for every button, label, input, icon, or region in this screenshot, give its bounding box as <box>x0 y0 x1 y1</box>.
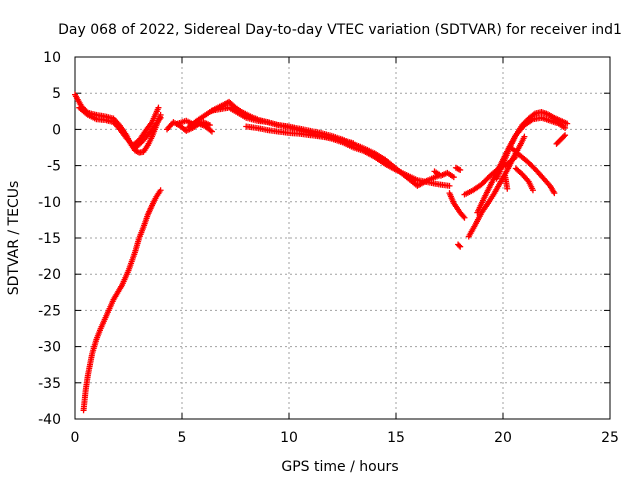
x-tick-label: 10 <box>280 430 298 446</box>
data-point <box>461 214 468 221</box>
y-axis: 10 5 0 -5 -10 -15 -20 -25 -30 -35 -40 <box>38 50 610 428</box>
y-tick-label: -25 <box>38 303 61 319</box>
data-point <box>457 166 464 173</box>
data-point <box>562 124 569 131</box>
y-tick-label: 10 <box>43 50 61 66</box>
data-point <box>350 140 357 147</box>
x-tick-label: 0 <box>71 430 80 446</box>
y-tick-label: -5 <box>47 159 61 175</box>
x-axis: 0 5 10 15 20 25 <box>71 57 619 446</box>
data-point <box>157 187 164 194</box>
y-axis-label: SDTVAR / TECUs <box>6 181 22 296</box>
y-tick-label: 0 <box>52 122 61 138</box>
series-track-u <box>553 132 569 147</box>
data-point <box>457 243 464 250</box>
data-point <box>562 132 569 139</box>
data-point <box>564 120 571 127</box>
data-point <box>446 182 453 189</box>
series-track-r <box>508 145 558 197</box>
data-point <box>207 127 214 134</box>
series-track-i <box>243 123 357 147</box>
data-point <box>560 133 567 140</box>
y-tick-label: 5 <box>52 86 61 102</box>
series-track-q <box>493 114 569 182</box>
x-tick-label: 25 <box>601 430 619 446</box>
data-point <box>521 133 528 140</box>
x-tick-label: 20 <box>494 430 512 446</box>
series-track-l <box>446 190 468 221</box>
chart-title: Day 068 of 2022, Sidereal Day-to-day VTE… <box>58 22 622 38</box>
series-track-j <box>431 168 457 181</box>
data-point <box>206 122 213 129</box>
x-tick-label: 5 <box>178 430 187 446</box>
x-tick-label: 15 <box>387 430 405 446</box>
data-point <box>460 213 467 220</box>
data-point <box>456 242 463 249</box>
y-tick-label: -35 <box>38 376 61 392</box>
series-track-k <box>452 164 464 173</box>
data-point <box>551 190 558 197</box>
x-axis-label: GPS time / hours <box>281 459 398 475</box>
series-track-t <box>502 172 511 192</box>
series-track-s <box>512 165 536 194</box>
y-tick-label: -20 <box>38 267 61 283</box>
series-track-c <box>131 114 164 152</box>
data-points <box>72 91 571 414</box>
data-point <box>155 104 162 111</box>
series-track-m <box>455 241 464 250</box>
data-point <box>208 128 215 135</box>
series-track-o <box>465 133 528 240</box>
data-point <box>450 174 457 181</box>
y-tick-label: -15 <box>38 231 61 247</box>
y-tick-label: -10 <box>38 195 61 211</box>
y-tick-label: -30 <box>38 340 61 356</box>
y-tick-label: -40 <box>38 412 61 428</box>
data-point <box>157 114 164 121</box>
series-track-b <box>76 104 162 149</box>
data-point <box>504 185 511 192</box>
series-track-d <box>80 187 164 414</box>
data-point <box>529 187 536 194</box>
